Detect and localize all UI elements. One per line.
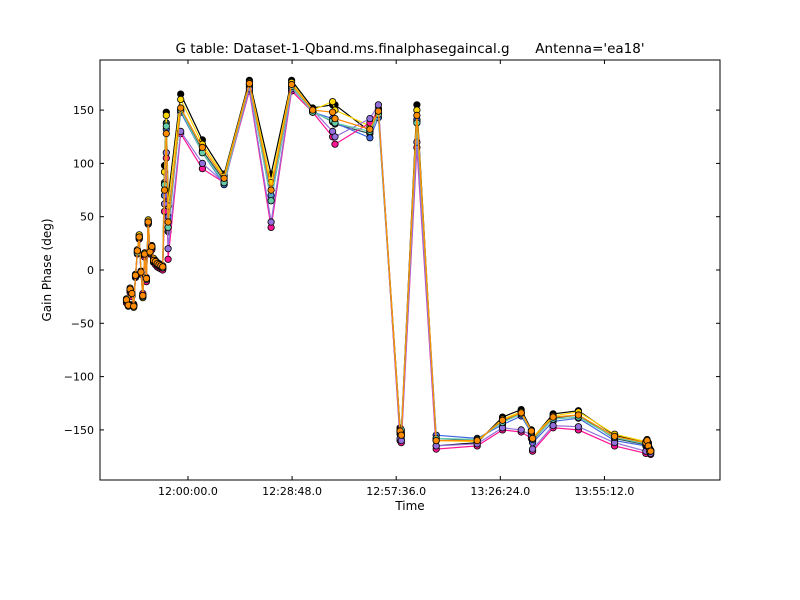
- data-point: [177, 95, 185, 104]
- y-axis-label: Gain Phase (deg): [40, 218, 54, 321]
- y-tick-label: −100: [64, 371, 94, 384]
- x-tick-label: 12:00:00.0: [158, 485, 218, 498]
- data-point: [159, 263, 167, 271]
- data-point: [528, 445, 537, 453]
- x-tick-label: 12:57:36.0: [366, 485, 426, 498]
- data-point: [309, 106, 317, 114]
- data-point: [220, 174, 228, 182]
- data-point: [137, 268, 145, 276]
- series-layer: [122, 76, 655, 458]
- data-point: [198, 143, 206, 151]
- data-point: [374, 107, 382, 115]
- data-point: [131, 271, 140, 279]
- data-point: [331, 133, 339, 141]
- y-tick-label: −50: [71, 317, 94, 330]
- y-tick-label: 0: [87, 264, 94, 277]
- data-point: [144, 218, 152, 226]
- data-point: [162, 130, 170, 138]
- ticks-layer: 12:00:00.0 12:28:48.0 12:57:36.0 13:26:24.0…: [64, 60, 720, 498]
- data-point: [139, 291, 147, 300]
- data-point: [432, 436, 440, 445]
- data-point: [328, 98, 337, 106]
- y-tick-label: 100: [73, 157, 94, 170]
- data-point: [528, 434, 537, 442]
- x-tick-label: 13:55:12.0: [574, 485, 634, 498]
- x-axis-label: Time: [394, 499, 424, 513]
- y-tick-label: 50: [80, 211, 94, 224]
- data-point: [473, 436, 481, 445]
- data-point: [413, 111, 421, 120]
- data-point: [517, 409, 525, 417]
- x-tick-label: 12:28:48.0: [262, 485, 322, 498]
- y-tick-label: 150: [73, 104, 94, 117]
- data-point: [245, 79, 253, 88]
- data-point: [135, 233, 143, 241]
- data-point: [162, 111, 170, 120]
- data-point: [130, 302, 138, 310]
- data-point: [397, 431, 405, 439]
- series-8: [122, 79, 655, 455]
- data-point: [498, 416, 507, 424]
- data-point: [287, 80, 296, 89]
- data-point: [517, 426, 525, 434]
- data-point: [549, 421, 557, 430]
- data-point: [374, 101, 382, 109]
- y-tick-label: −150: [64, 424, 94, 437]
- series-line: [125, 83, 651, 452]
- data-point: [267, 186, 275, 194]
- data-point: [133, 247, 141, 255]
- data-point: [331, 140, 339, 148]
- data-point: [647, 447, 655, 455]
- data-point: [331, 115, 339, 123]
- data-point: [177, 104, 185, 112]
- data-point: [610, 432, 619, 440]
- data-point: [527, 427, 536, 435]
- chart-title: G table: Dataset-1-Qband.ms.finalphasega…: [175, 41, 644, 57]
- data-point: [148, 242, 156, 251]
- data-point: [328, 108, 337, 116]
- data-point: [366, 115, 374, 123]
- data-point: [549, 413, 557, 421]
- plot-frame: [99, 59, 721, 481]
- data-point: [198, 159, 206, 167]
- data-point: [128, 289, 136, 298]
- x-tick-label: 13:26:24.0: [470, 485, 530, 498]
- data-point: [160, 186, 169, 194]
- data-point: [164, 245, 172, 253]
- data-point: [267, 218, 275, 226]
- data-point: [366, 134, 374, 142]
- data-point: [164, 255, 172, 263]
- data-point: [366, 125, 374, 133]
- data-point: [574, 423, 583, 431]
- data-point: [164, 218, 172, 226]
- data-point: [142, 274, 150, 283]
- data-point: [162, 122, 170, 130]
- data-point: [267, 197, 275, 205]
- data-point: [574, 411, 583, 419]
